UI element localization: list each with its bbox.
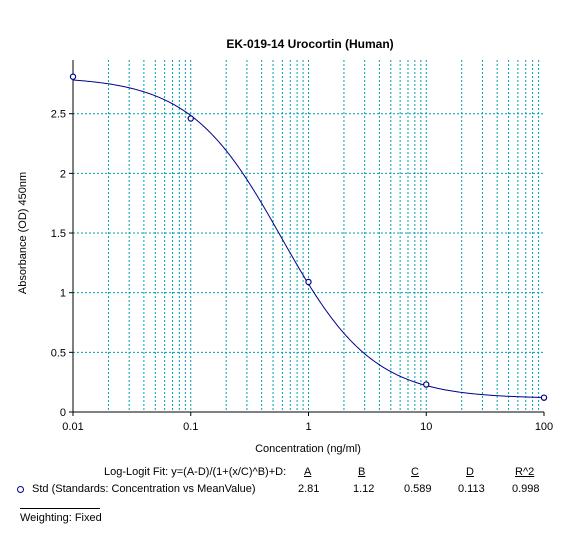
y-tick-label: 0.5 [51, 347, 66, 359]
fit-header-row: Log-Logit Fit: y=(A-D)/(1+(x/C)^B)+D: A … [0, 466, 568, 480]
fit-header-r2: R^2 [515, 466, 535, 478]
fit-formula-label: Log-Logit Fit: y=(A-D)/(1+(x/C)^B)+D: [104, 466, 287, 478]
fit-value-b: 1.12 [353, 483, 375, 495]
y-tick-label: 1.5 [51, 228, 66, 240]
x-tick-label: 0.1 [183, 421, 198, 433]
y-tick-label: 2 [60, 168, 66, 180]
fit-header-b: B [358, 466, 366, 478]
data-point [423, 381, 430, 388]
series-layer [69, 73, 548, 401]
weighting-label: Weighting: Fixed [20, 512, 102, 524]
chart: EK-019-14 Urocortin (Human) 0.01 0.1 1 10 10… [17, 37, 553, 455]
y-tick-label: 0 [60, 407, 66, 419]
fit-values-row: Std (Standards: Concentration vs MeanVal… [0, 483, 568, 497]
x-tick-label: 100 [535, 421, 553, 433]
x-tick-label: 10 [420, 421, 432, 433]
chart-title: EK-019-14 Urocortin (Human) [226, 37, 393, 51]
fit-value-a: 2.81 [298, 483, 320, 495]
x-axis-label: Concentration (ng/ml) [255, 443, 361, 455]
legend-label: Std (Standards: Concentration vs MeanVal… [32, 483, 256, 495]
x-tick-label: 0.01 [62, 421, 83, 433]
fit-header-d: D [466, 466, 474, 478]
fit-header-c: C [411, 466, 419, 478]
y-axis-label: Absorbance (OD) 450nm [17, 172, 29, 294]
y-tick-label: 2.5 [51, 109, 66, 121]
tick-labels: 0.01 0.1 1 10 100 0 0.5 1 1.5 2 2.5 [51, 109, 553, 433]
footer-divider [20, 508, 100, 509]
legend-circle-marker-icon [17, 486, 24, 493]
fit-value-c: 0.589 [404, 483, 432, 495]
data-point [187, 115, 194, 122]
fit-value-d: 0.113 [458, 483, 485, 495]
y-tick-label: 1 [60, 288, 66, 300]
fit-header-a: A [304, 466, 312, 478]
x-tick-label: 1 [305, 421, 311, 433]
grid [73, 60, 544, 412]
data-point [540, 394, 548, 401]
data-point [69, 73, 77, 80]
fit-value-r2: 0.998 [512, 483, 540, 495]
data-point [305, 278, 312, 286]
